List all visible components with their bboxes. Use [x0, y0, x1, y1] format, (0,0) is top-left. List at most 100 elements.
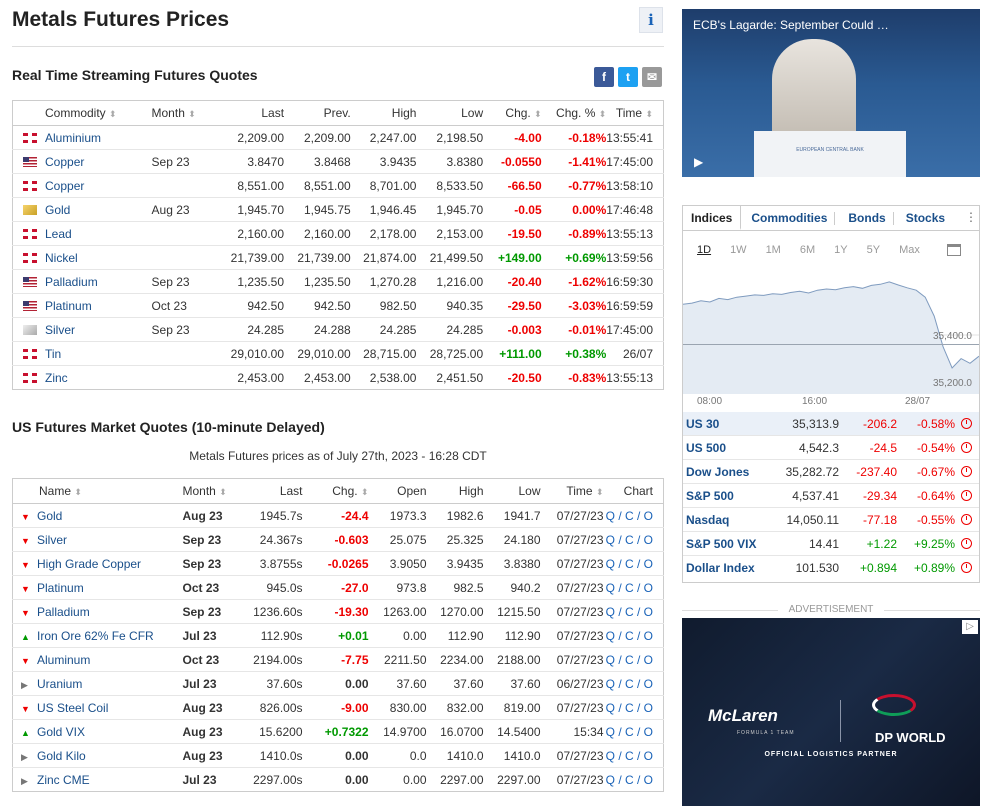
- high-cell: 28,715.00: [350, 341, 417, 366]
- index-name[interactable]: Dollar Index: [686, 561, 755, 575]
- play-icon[interactable]: ▶: [694, 155, 704, 169]
- index-name[interactable]: S&P 500: [686, 489, 734, 503]
- tab-bonds[interactable]: Bonds: [835, 206, 895, 230]
- range-1m[interactable]: 1M: [765, 244, 781, 256]
- chart-links[interactable]: Q / C / O: [603, 527, 664, 552]
- column-header-chg[interactable]: Chg. ⬍: [483, 100, 542, 126]
- column-header-time[interactable]: Time ⬍: [606, 100, 664, 126]
- range-1d[interactable]: 1D: [697, 244, 712, 256]
- video-title[interactable]: ECB's Lagarde: September Could …: [693, 18, 889, 32]
- contract-link[interactable]: Platinum: [37, 580, 84, 595]
- column-header-month[interactable]: Month ⬍: [151, 100, 216, 126]
- commodity-link[interactable]: Gold: [45, 202, 71, 217]
- contract-link[interactable]: Aluminum: [37, 652, 91, 667]
- contract-link[interactable]: US Steel Coil: [37, 700, 109, 715]
- month-cell: Aug 23: [151, 197, 216, 222]
- column-header-last[interactable]: Last: [232, 478, 303, 504]
- commodity-link[interactable]: Tin: [45, 346, 62, 361]
- chart-links[interactable]: Q / C / O: [603, 599, 664, 624]
- index-row[interactable]: Dow Jones 35,282.72 -237.40 -0.67%: [683, 460, 979, 484]
- column-header-high[interactable]: High: [350, 100, 417, 126]
- column-header-commodity[interactable]: Commodity ⬍: [45, 100, 152, 126]
- column-header-month[interactable]: Month ⬍: [162, 478, 233, 504]
- commodity-link[interactable]: Silver: [45, 322, 76, 337]
- column-header-time[interactable]: Time ⬍: [540, 478, 604, 504]
- index-row[interactable]: US 500 4,542.3 -24.5 -0.54%: [683, 436, 979, 460]
- index-name[interactable]: Nasdaq: [686, 513, 730, 527]
- commodity-link[interactable]: Palladium: [45, 274, 98, 289]
- column-header-chg-pct[interactable]: Chg. % ⬍: [541, 100, 607, 126]
- chart-links[interactable]: Q / C / O: [603, 551, 664, 576]
- index-name[interactable]: Dow Jones: [686, 465, 750, 479]
- column-header-low[interactable]: Low: [416, 100, 484, 126]
- time-cell: 07/27/23: [556, 772, 604, 787]
- tab-stocks[interactable]: Stocks: [905, 211, 946, 225]
- contract-link[interactable]: High Grade Copper: [37, 556, 142, 571]
- realtime-quotes-table: Commodity ⬍ Month ⬍ Last Prev. High Low …: [12, 100, 664, 390]
- chart-links[interactable]: Q / C / O: [605, 772, 653, 787]
- commodity-link[interactable]: Copper: [45, 178, 85, 193]
- video-player[interactable]: EUROPEAN CENTRAL BANK ECB's Lagarde: Sep…: [682, 9, 980, 177]
- index-name[interactable]: S&P 500 VIX: [686, 537, 757, 551]
- column-header-name[interactable]: Name ⬍: [12, 478, 163, 504]
- index-row[interactable]: Nasdaq 14,050.11 -77.18 -0.55%: [683, 508, 979, 532]
- last-cell: 2,160.00: [215, 221, 285, 246]
- column-header-last[interactable]: Last: [215, 100, 285, 126]
- commodity-link[interactable]: Copper: [45, 154, 85, 169]
- column-header-high[interactable]: High: [426, 478, 484, 504]
- range-6m[interactable]: 6M: [799, 244, 816, 256]
- table-row: ▼ Silver Sep 23 24.367s -0.603 25.075 25.325 24…: [12, 527, 664, 552]
- chart-links[interactable]: Q / C / O: [603, 623, 664, 648]
- arrow-down-icon: ▼: [21, 511, 30, 522]
- column-header-open[interactable]: Open: [368, 478, 427, 504]
- contract-link[interactable]: Palladium: [37, 604, 90, 619]
- contract-link[interactable]: Uranium: [37, 676, 83, 691]
- index-row[interactable]: S&P 500 VIX 14.41 +1.22 +9.25%: [683, 532, 979, 556]
- time-cell: 07/27/23: [540, 575, 604, 600]
- contract-link[interactable]: Gold Kilo: [37, 748, 86, 763]
- facebook-icon[interactable]: f: [594, 67, 614, 87]
- range-5y[interactable]: 5Y: [866, 244, 881, 256]
- contract-link[interactable]: Gold VIX: [37, 724, 86, 739]
- column-header-low[interactable]: Low: [483, 478, 541, 504]
- index-name[interactable]: US 30: [686, 417, 720, 431]
- tab-indices[interactable]: Indices: [683, 206, 742, 230]
- column-header-prev[interactable]: Prev.: [284, 100, 351, 126]
- index-row[interactable]: US 30 35,313.9 -206.2 -0.58%: [683, 412, 979, 436]
- chart-links[interactable]: Q / C / O: [603, 575, 664, 600]
- commodity-link[interactable]: Aluminium: [45, 130, 102, 145]
- index-row[interactable]: S&P 500 4,537.41 -29.34 -0.64%: [683, 484, 979, 508]
- index-name[interactable]: US 500: [686, 441, 727, 455]
- contract-link[interactable]: Silver: [37, 532, 68, 547]
- advertisement-banner[interactable]: ▷ McLaren FORMULA 1 TEAM DP WORLD OFFICI…: [682, 618, 980, 806]
- contract-link[interactable]: Gold: [37, 508, 63, 523]
- info-icon[interactable]: i: [639, 7, 663, 33]
- column-header-chg[interactable]: Chg. ⬍: [302, 478, 369, 504]
- clock-icon: [961, 418, 972, 429]
- range-1w[interactable]: 1W: [730, 244, 747, 256]
- table-row: Palladium Sep 23 1,235.50 1,235.50 1,270.28 1…: [12, 269, 664, 294]
- twitter-icon[interactable]: t: [618, 67, 638, 87]
- chart-links[interactable]: Q / C / O: [603, 671, 664, 696]
- index-value: 35,282.72: [785, 465, 839, 479]
- ad-choices-icon[interactable]: ▷: [962, 620, 978, 634]
- email-icon[interactable]: ✉: [642, 67, 662, 87]
- chart-links[interactable]: Q / C / O: [603, 647, 664, 672]
- chart-links[interactable]: Q / C / O: [603, 695, 664, 720]
- tab-commodities[interactable]: Commodities: [741, 206, 836, 230]
- commodity-link[interactable]: Zinc: [45, 370, 68, 385]
- commodity-link[interactable]: Lead: [45, 226, 72, 241]
- chart-links[interactable]: Q / C / O: [603, 719, 664, 744]
- chart-links[interactable]: Q / C / O: [603, 743, 664, 768]
- contract-link[interactable]: Zinc CME: [37, 772, 90, 787]
- chart-links[interactable]: Q / C / O: [603, 503, 664, 528]
- range-max[interactable]: Max: [899, 244, 920, 256]
- flag-icon: [23, 325, 37, 336]
- commodity-link[interactable]: Platinum: [45, 298, 92, 313]
- more-icon[interactable]: ⋮: [965, 210, 977, 224]
- contract-link[interactable]: Iron Ore 62% Fe CFR: [37, 628, 154, 643]
- commodity-link[interactable]: Nickel: [45, 250, 78, 265]
- range-1y[interactable]: 1Y: [834, 244, 848, 256]
- chart-type-icon[interactable]: [947, 244, 961, 256]
- index-row[interactable]: Dollar Index 101.530 +0.894 +0.89%: [683, 556, 979, 580]
